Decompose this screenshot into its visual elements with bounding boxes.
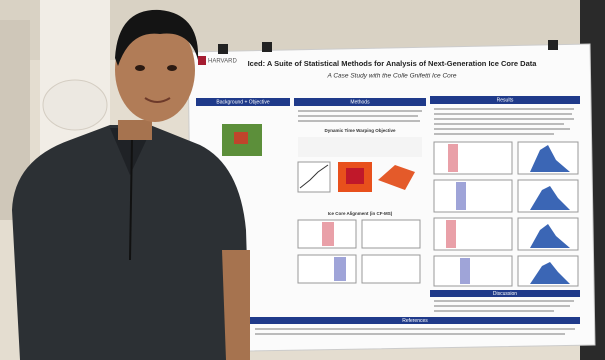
clip	[548, 40, 558, 50]
section-header: Background + Objective	[216, 99, 269, 105]
section-header: Discussion	[493, 291, 517, 297]
section-header: Methods	[350, 99, 370, 105]
subheading: Dynamic Time Warping Objective	[324, 128, 396, 133]
highlight	[322, 222, 334, 246]
highlight	[334, 257, 346, 281]
section-header: References	[402, 318, 428, 324]
subheading: Ice Core Alignment (in CF-MS)	[328, 211, 393, 216]
logo: HARVARD	[208, 59, 237, 65]
clip	[262, 42, 272, 52]
equation	[298, 137, 422, 157]
plot	[362, 220, 420, 248]
map-region	[234, 132, 248, 144]
clip	[218, 44, 228, 54]
hand	[222, 250, 250, 360]
section-header: Results	[497, 97, 514, 103]
poster-subtitle: A Case Study with the Colle Gnifetti Ice…	[326, 73, 456, 80]
neck	[118, 120, 152, 140]
poster-title: Iced: A Suite of Statistical Methods for…	[248, 59, 538, 68]
eye	[167, 65, 177, 71]
statue	[43, 80, 107, 130]
plot	[298, 255, 356, 283]
heatmap-core	[346, 168, 364, 184]
photo: HARVARD Iced: A Suite of Statistical Met…	[0, 0, 605, 360]
plot	[362, 255, 420, 283]
logo-shield	[198, 56, 206, 65]
eye	[135, 65, 145, 71]
